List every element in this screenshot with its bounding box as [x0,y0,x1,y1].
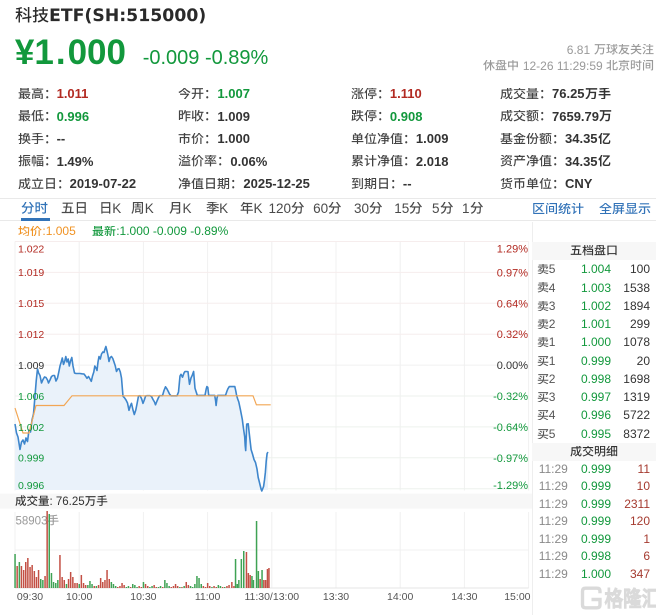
svg-text:1.002: 1.002 [18,422,44,434]
svg-text:0.999: 0.999 [18,453,44,465]
svg-text:-0.97%: -0.97% [493,453,528,465]
svg-text:13:30: 13:30 [323,591,349,603]
svg-text:1.022: 1.022 [18,243,44,255]
svg-text:-0.32%: -0.32% [493,391,528,403]
svg-text:1.009: 1.009 [18,360,44,372]
svg-text:0.996: 0.996 [18,480,44,492]
svg-text:11:00: 11:00 [195,591,221,603]
svg-text:10:00: 10:00 [66,591,92,603]
svg-text:11:30/13:00: 11:30/13:00 [244,591,299,603]
svg-text:1.015: 1.015 [18,298,44,310]
svg-text:15:00: 15:00 [504,591,530,603]
svg-text:1.006: 1.006 [18,391,44,403]
svg-text:1.019: 1.019 [18,267,44,279]
svg-text:14:30: 14:30 [451,591,477,603]
svg-text:1.012: 1.012 [18,329,44,341]
svg-text:-0.64%: -0.64% [493,422,528,434]
svg-text:0.97%: 0.97% [497,267,528,279]
svg-text:58903: 58903 [16,515,48,527]
svg-text:0.64%: 0.64% [497,298,528,310]
svg-text:1.29%: 1.29% [497,244,528,256]
svg-text:-1.29%: -1.29% [493,480,528,492]
svg-text:0.00%: 0.00% [497,360,528,372]
svg-text:0.32%: 0.32% [497,329,528,341]
svg-text:09:30: 09:30 [17,591,43,603]
svg-text:10:30: 10:30 [130,591,156,603]
svg-text:: 76.25: : 76.25 [50,496,85,508]
svg-text:14:00: 14:00 [387,591,413,603]
